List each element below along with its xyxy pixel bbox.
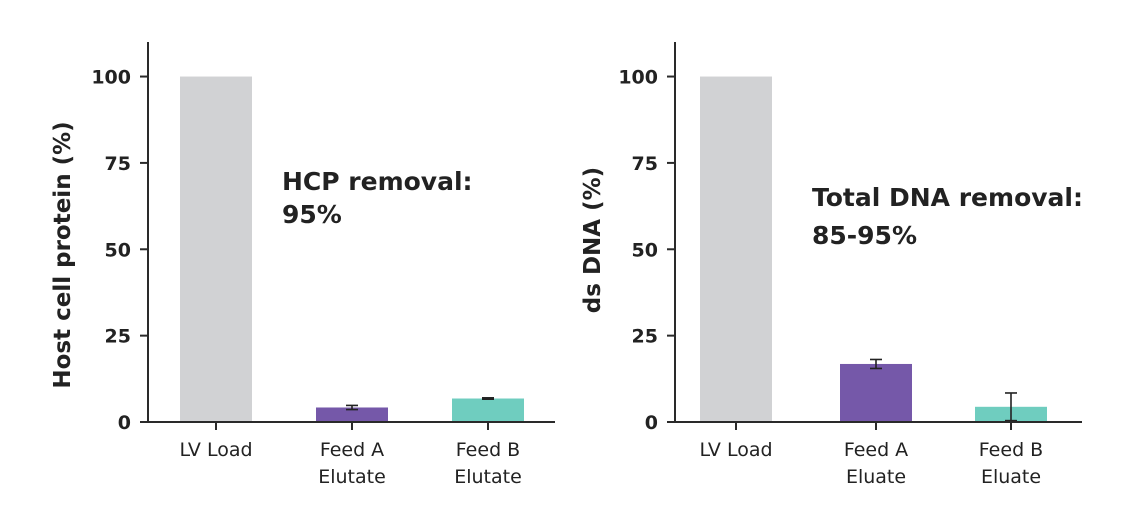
hcp-y-tick-label-3: 75 — [105, 153, 131, 175]
dna-y-tick-label-3: 75 — [632, 153, 658, 175]
dna-y-tick-label-0: 0 — [645, 412, 658, 434]
dna-category-label-2-0: Feed B — [979, 439, 1043, 461]
hcp-category-label-2-0: Feed B — [456, 439, 520, 461]
dna-annotation-line-1: 85-95% — [812, 221, 917, 250]
hcp-y-tick-label-0: 0 — [118, 412, 131, 434]
dna-y-tick-label-1: 25 — [632, 326, 658, 348]
dna-category-label-1-1: Eluate — [846, 466, 906, 488]
hcp-annotation-line-0: HCP removal: — [282, 167, 473, 196]
hcp-annotation-line-1: 95% — [282, 200, 342, 229]
dna-category-label-0-0: LV Load — [699, 439, 772, 461]
hcp-y-tick-label-1: 25 — [105, 326, 131, 348]
hcp-bar-1 — [316, 407, 388, 422]
hcp-category-label-2-1: Elutate — [454, 466, 522, 488]
hcp-bar-2 — [452, 398, 524, 422]
hcp-y-tick-label-4: 100 — [91, 67, 131, 89]
hcp-bar-0 — [180, 76, 252, 422]
hcp-y-tick-label-2: 50 — [105, 239, 131, 261]
dna-category-label-1-0: Feed A — [844, 439, 908, 461]
hcp-category-label-1-0: Feed A — [320, 439, 384, 461]
dna-bar-0 — [700, 76, 772, 422]
dna-y-axis-label: ds DNA (%) — [580, 167, 606, 313]
dna-bar-1 — [840, 363, 912, 422]
hcp-category-label-1-1: Elutate — [318, 466, 386, 488]
hcp-category-label-0-0: LV Load — [179, 439, 252, 461]
hcp-y-axis-label: Host cell protein (%) — [50, 121, 76, 388]
dna-y-tick-label-2: 50 — [632, 239, 658, 261]
dna-chart-panel: 0 25 50 75 100 LV Load Feed A Eluate Feed B Eluat… — [580, 42, 1083, 488]
hcp-chart-panel: 0 25 50 75 100 LV Load Feed A Elutate Feed B Elut… — [50, 42, 555, 488]
dna-category-label-2-1: Eluate — [981, 466, 1041, 488]
dna-annotation-line-0: Total DNA removal: — [812, 183, 1083, 212]
dna-y-tick-label-4: 100 — [618, 67, 658, 89]
